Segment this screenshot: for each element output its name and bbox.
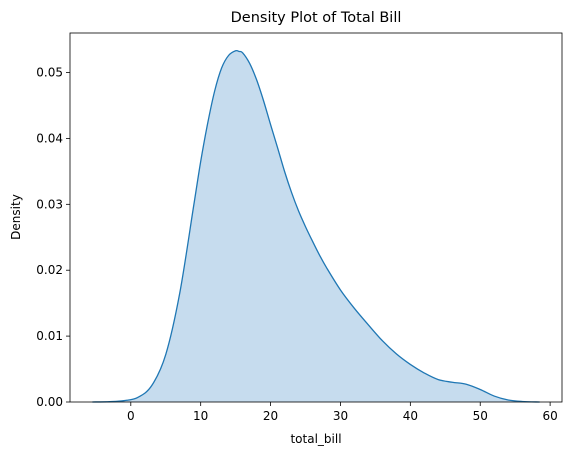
y-tick-label: 0.01 (36, 329, 63, 343)
x-tick-label: 0 (127, 409, 135, 423)
y-axis-label: Density (9, 194, 23, 240)
density-fill (92, 50, 540, 402)
y-tick-label: 0.05 (36, 66, 63, 80)
y-tick-label: 0.02 (36, 263, 63, 277)
y-tick-label: 0.00 (36, 395, 63, 409)
x-tick-label: 50 (473, 409, 488, 423)
axes-frame (69, 32, 563, 403)
x-tick-label: 60 (542, 409, 557, 423)
y-tick-label: 0.03 (36, 197, 63, 211)
chart-title: Density Plot of Total Bill (231, 10, 402, 26)
x-tick-label: 30 (333, 409, 348, 423)
x-tick-label: 40 (403, 409, 418, 423)
y-tick-label: 0.04 (36, 131, 63, 145)
x-tick-label: 20 (263, 409, 278, 423)
density-line (92, 49, 540, 403)
x-axis-label: total_bill (290, 432, 341, 446)
x-tick-label: 10 (193, 409, 208, 423)
plot-area: 0 10 20 30 40 50 60 0.00 0.01 0.02 0.03 0.04 0.05 (36, 32, 563, 423)
